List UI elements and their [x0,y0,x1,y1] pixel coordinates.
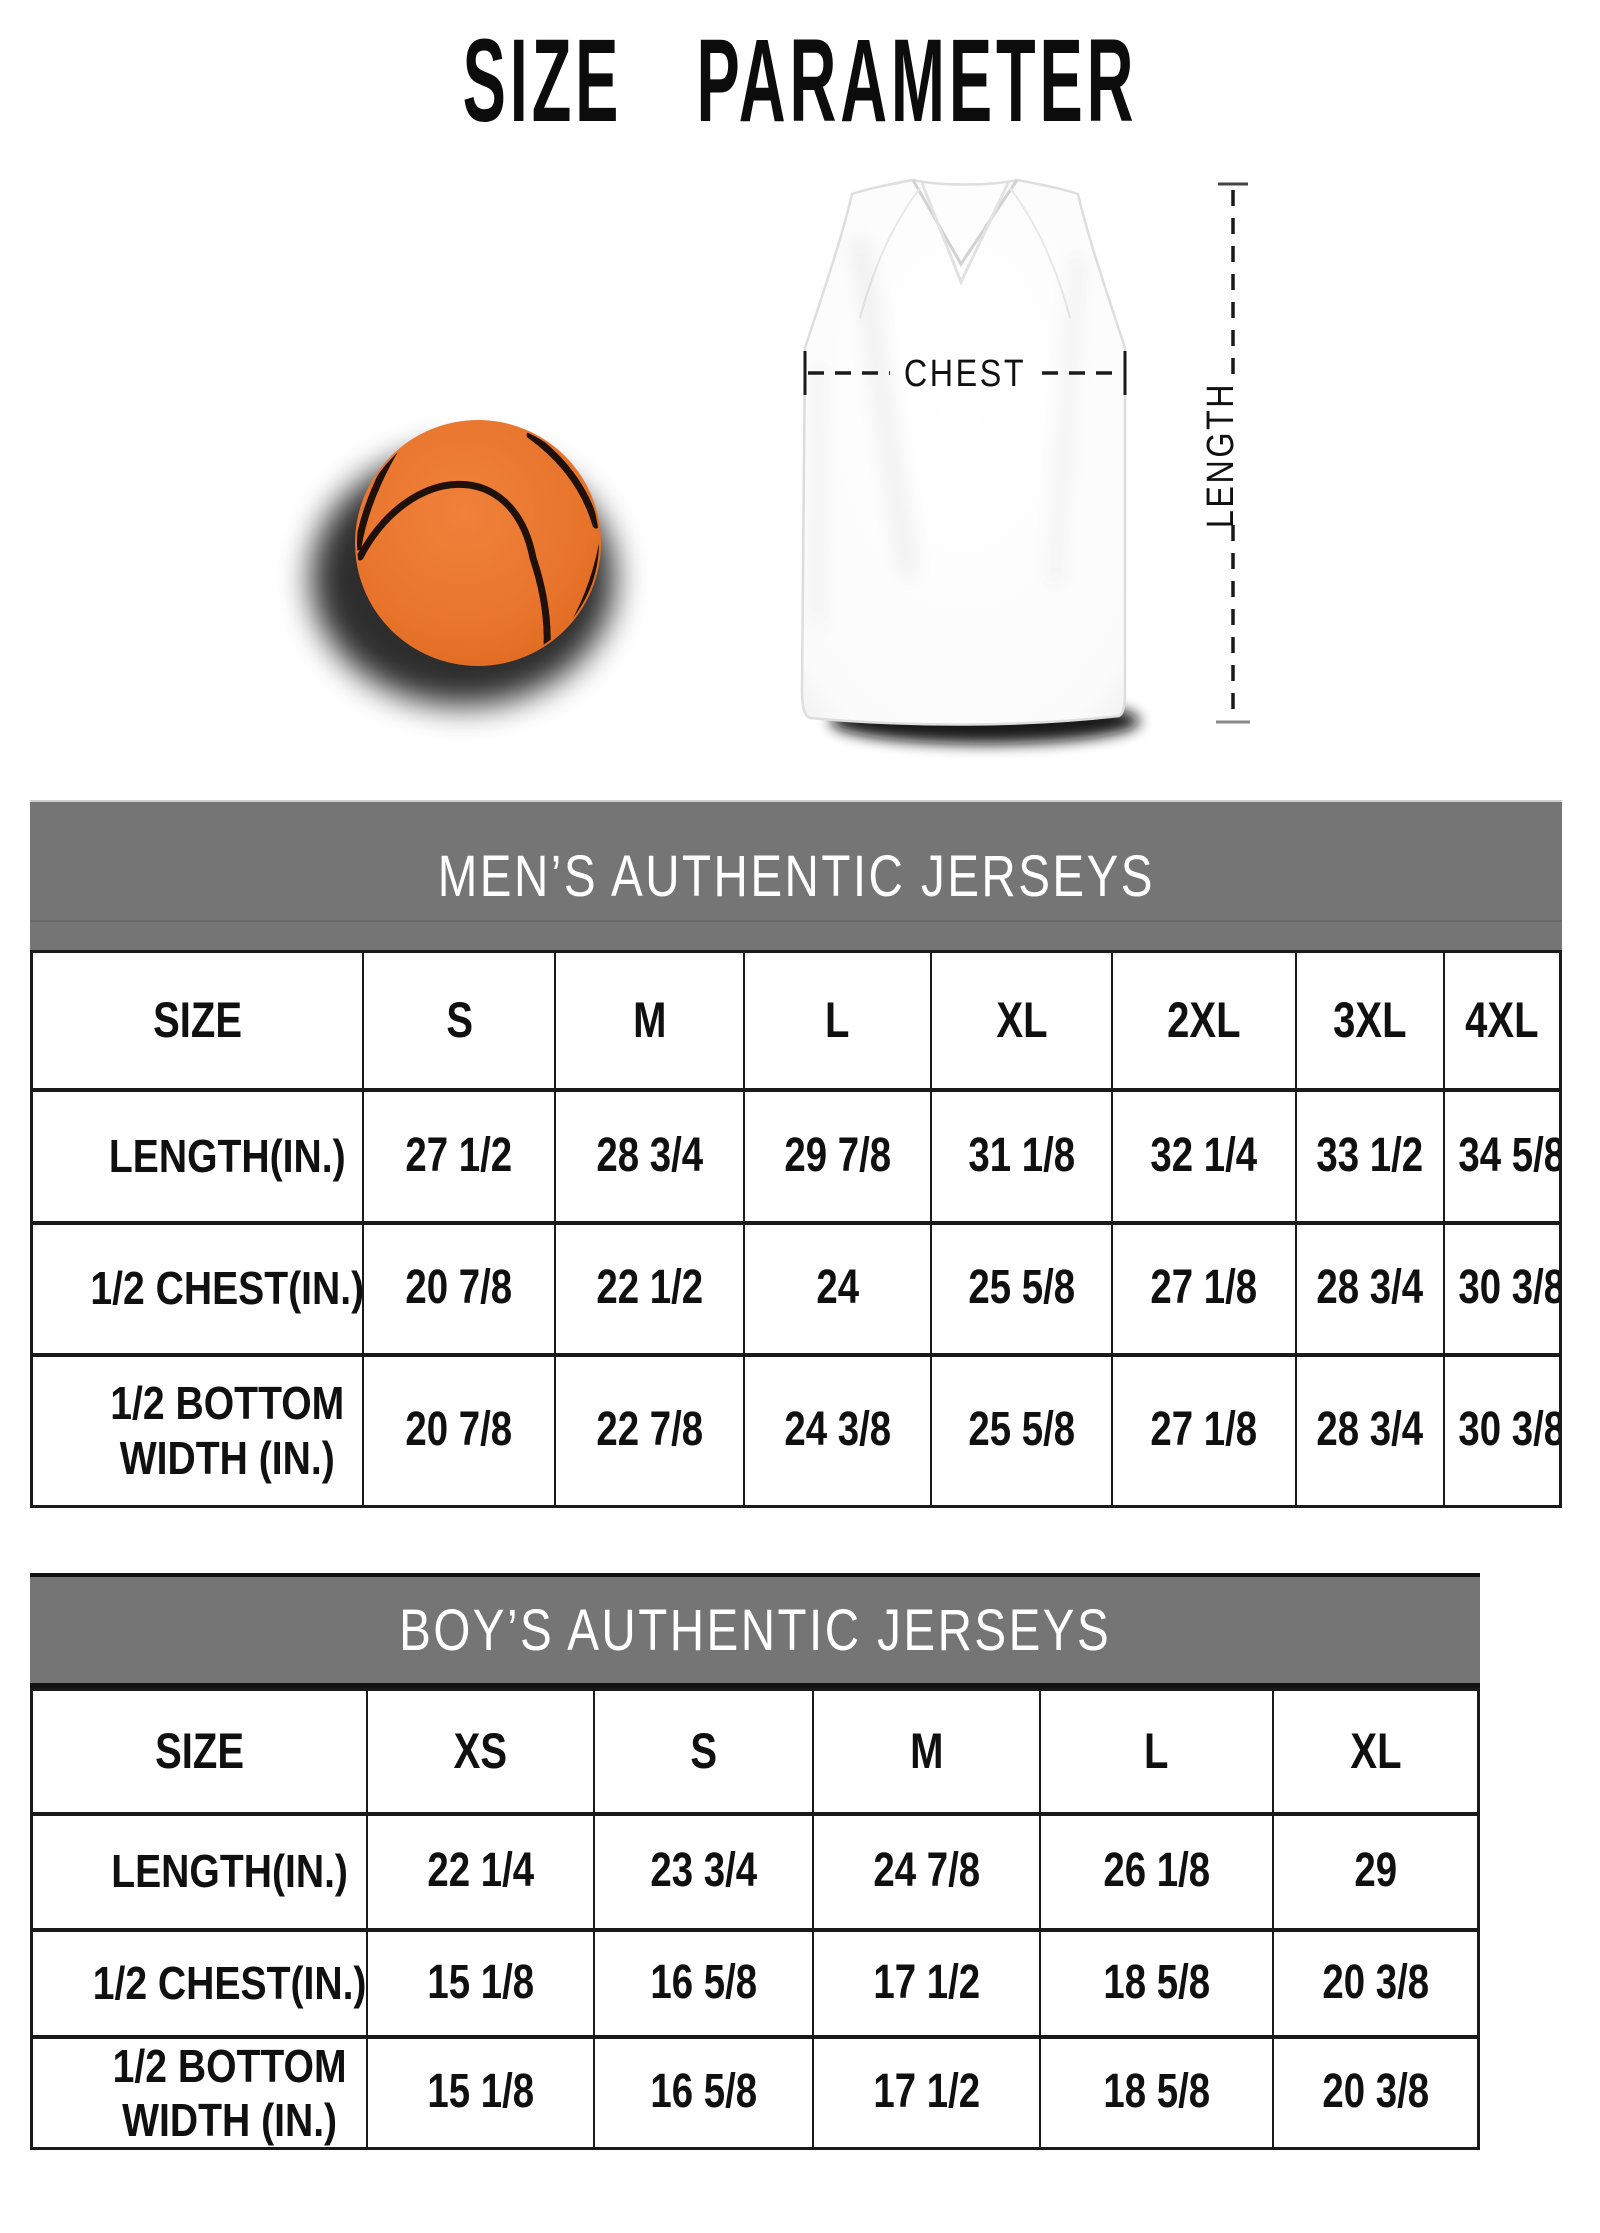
size-value-cell: 15 1/8 [366,1928,596,2038]
table-row: 1/2 BOTTOM WIDTH (IN.) 20 7/8 22 7/8 24 … [30,1353,1562,1508]
row-label: 1/2 CHEST(IN.) [30,1221,365,1356]
length-dimension-line [1216,182,1250,724]
row-label: 1/2 BOTTOM WIDTH (IN.) [30,2035,369,2150]
jersey-icon [800,178,1140,744]
size-value-cell: 28 3/4 [554,1088,745,1224]
size-value-cell: 29 [1271,1812,1480,1931]
size-value-cell: 30 3/8 [1443,1353,1562,1508]
size-col-header: XL [1271,1688,1480,1815]
mens-size-table: SIZE S M L XL 2XL 3XL 4XL LENGTH(IN.) 27… [30,950,1562,1508]
size-value-cell: 28 3/4 [1294,1353,1446,1508]
size-value-cell: 20 3/8 [1271,2035,1480,2150]
size-col-header: XL [929,950,1114,1091]
size-col-header: 2XL [1111,950,1297,1091]
size-value-cell: 29 7/8 [742,1088,932,1224]
size-value-cell: 33 1/2 [1294,1088,1446,1224]
length-label: LENGTH [1200,382,1242,528]
table-row: 1/2 BOTTOM WIDTH (IN.) 15 1/8 16 5/8 17 … [30,2035,1480,2150]
boys-header-row: SIZE XS S M L XL [30,1688,1480,1815]
size-value-cell: 26 1/8 [1039,1812,1274,1931]
size-value-cell: 30 3/8 [1443,1221,1562,1356]
size-col-header: M [811,1688,1042,1815]
row-label: LENGTH(IN.) [30,1812,369,1931]
size-col-header: SIZE [30,1688,369,1815]
size-value-cell: 20 7/8 [362,1221,557,1356]
size-col-header: 3XL [1294,950,1446,1091]
size-value-cell: 23 3/4 [593,1812,814,1931]
size-col-header: S [362,950,557,1091]
mens-section-header: MEN’S AUTHENTIC JERSEYS [30,800,1562,950]
basketball-icon [311,420,615,706]
size-col-header: XS [366,1688,596,1815]
size-value-cell: 32 1/4 [1111,1088,1297,1224]
size-value-cell: 16 5/8 [593,2035,814,2150]
size-value-cell: 31 1/8 [929,1088,1114,1224]
size-col-header: L [1039,1688,1274,1815]
size-value-cell: 24 3/8 [742,1353,932,1508]
size-value-cell: 15 1/8 [366,2035,596,2150]
chest-dimension-line [803,351,1127,395]
size-value-cell: 24 7/8 [811,1812,1042,1931]
table-row: LENGTH(IN.) 27 1/2 28 3/4 29 7/8 31 1/8 … [30,1088,1562,1224]
size-value-cell: 25 5/8 [929,1353,1114,1508]
page-title: SIZE PARAMETER [462,15,1138,147]
size-value-cell: 22 1/4 [366,1812,596,1931]
table-row: LENGTH(IN.) 22 1/4 23 3/4 24 7/8 26 1/8 … [30,1812,1480,1931]
size-value-cell: 16 5/8 [593,1928,814,2038]
size-value-cell: 27 1/2 [362,1088,557,1224]
row-label: 1/2 BOTTOM WIDTH (IN.) [30,1353,365,1508]
boys-section-header: BOY’S AUTHENTIC JERSEYS [30,1573,1480,1688]
size-col-header: L [742,950,932,1091]
size-value-cell: 34 5/8 [1443,1088,1562,1224]
size-value-cell: 22 7/8 [554,1353,745,1508]
size-col-header: M [554,950,745,1091]
size-value-cell: 20 3/8 [1271,1928,1480,2038]
size-diagram: CHEST LENGTH [311,178,1250,744]
chest-label: CHEST [904,353,1026,395]
size-col-header: SIZE [30,950,365,1091]
size-value-cell: 20 7/8 [362,1353,557,1508]
boys-size-table: SIZE XS S M L XL LENGTH(IN.) 22 1/4 23 3… [30,1688,1480,2151]
row-label: LENGTH(IN.) [30,1088,365,1224]
size-col-header: S [593,1688,814,1815]
size-value-cell: 18 5/8 [1039,2035,1274,2150]
size-value-cell: 24 [742,1221,932,1356]
size-value-cell: 28 3/4 [1294,1221,1446,1356]
size-value-cell: 18 5/8 [1039,1928,1274,2038]
size-value-cell: 22 1/2 [554,1221,745,1356]
size-value-cell: 17 1/2 [811,1928,1042,2038]
size-value-cell: 17 1/2 [811,2035,1042,2150]
size-value-cell: 27 1/8 [1111,1221,1297,1356]
mens-section-title: MEN’S AUTHENTIC JERSEYS [437,843,1155,909]
size-value-cell: 25 5/8 [929,1221,1114,1356]
size-col-header: 4XL [1443,950,1562,1091]
row-label: 1/2 CHEST(IN.) [30,1928,369,2038]
table-row: 1/2 CHEST(IN.) 20 7/8 22 1/2 24 25 5/8 2… [30,1221,1562,1356]
boys-section-title: BOY’S AUTHENTIC JERSEYS [398,1597,1111,1663]
size-value-cell: 27 1/8 [1111,1353,1297,1508]
table-row: 1/2 CHEST(IN.) 15 1/8 16 5/8 17 1/2 18 5… [30,1928,1480,2038]
mens-header-row: SIZE S M L XL 2XL 3XL 4XL [30,950,1562,1091]
